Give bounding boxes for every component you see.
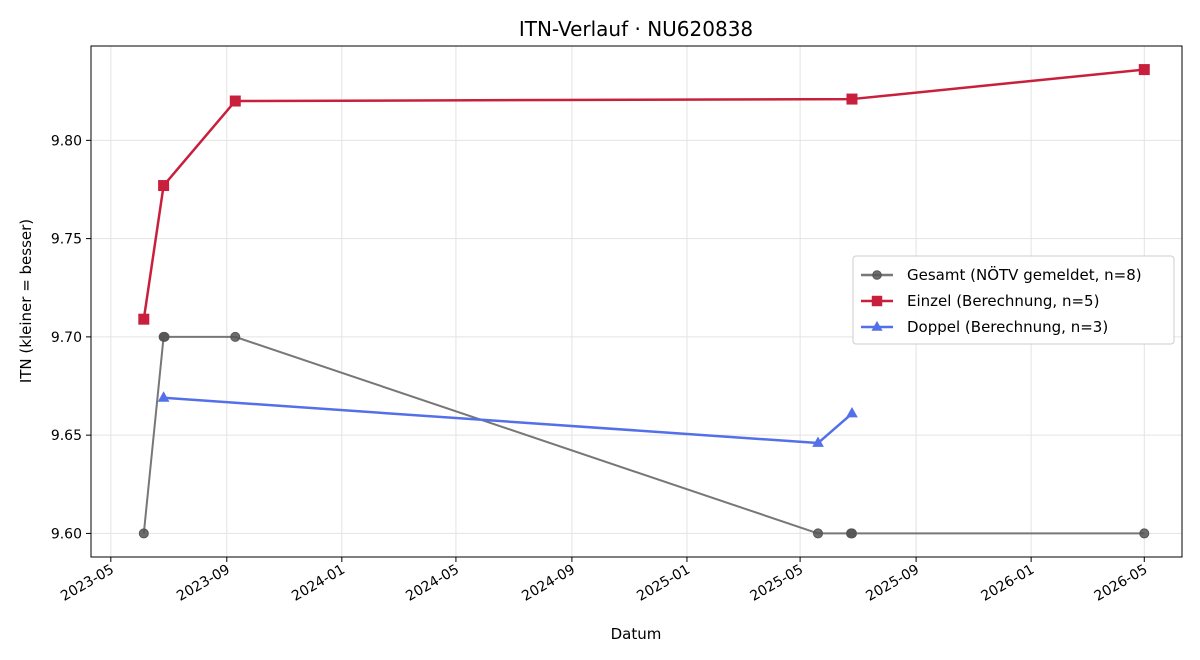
y-tick-label: 9.75: [51, 232, 82, 248]
plot-frame: [90, 45, 1183, 558]
series-layer: [138, 64, 1150, 539]
series-gesamt: [138, 331, 1150, 539]
legend-box: [852, 255, 1175, 345]
x-axis-label: Datum: [611, 625, 662, 643]
y-tick-label: 9.70: [51, 330, 82, 346]
y-axis-label: ITN (kleiner = besser): [17, 219, 35, 383]
legend: Gesamt (NÖTV gemeldet, n=8) Einzel (Berec…: [852, 255, 1175, 345]
data-point-gesamt: [230, 331, 241, 342]
chart-title: ITN-Verlauf · NU620838: [519, 17, 753, 41]
series-einzel: [138, 64, 1150, 325]
legend-marker: [871, 320, 883, 331]
data-point-gesamt: [138, 528, 149, 539]
series-doppel: [157, 391, 858, 447]
legend-label: Einzel (Berechnung, n=5): [907, 292, 1099, 310]
data-point-doppel: [846, 407, 858, 418]
y-tick-label: 9.80: [51, 133, 82, 149]
data-point-gesamt: [1139, 528, 1150, 539]
data-point-einzel: [158, 180, 170, 192]
data-point-doppel: [157, 391, 170, 402]
legend-item-einzel: Einzel (Berechnung, n=5): [861, 292, 1099, 310]
data-point-einzel: [138, 313, 150, 325]
y-tick-label: 9.60: [51, 526, 82, 542]
data-point-gesamt: [159, 331, 170, 342]
legend-label: Doppel (Berechnung, n=3): [907, 318, 1108, 336]
data-point-einzel: [229, 95, 241, 107]
data-point-einzel: [846, 93, 858, 105]
data-point-doppel: [812, 436, 824, 447]
data-point-einzel: [1138, 64, 1150, 76]
legend-marker: [872, 270, 882, 280]
legend-item-doppel: Doppel (Berechnung, n=3): [861, 318, 1108, 336]
y-axis-ticks: 9.60 9.65 9.70 9.75 9.80: [51, 133, 91, 542]
y-tick-label: 9.65: [51, 428, 82, 444]
legend-item-gesamt: Gesamt (NÖTV gemeldet, n=8): [861, 265, 1142, 284]
legend-marker: [871, 295, 883, 307]
legend-label: Gesamt (NÖTV gemeldet, n=8): [907, 265, 1142, 284]
data-point-gesamt: [813, 528, 824, 539]
data-point-gesamt: [846, 528, 857, 539]
